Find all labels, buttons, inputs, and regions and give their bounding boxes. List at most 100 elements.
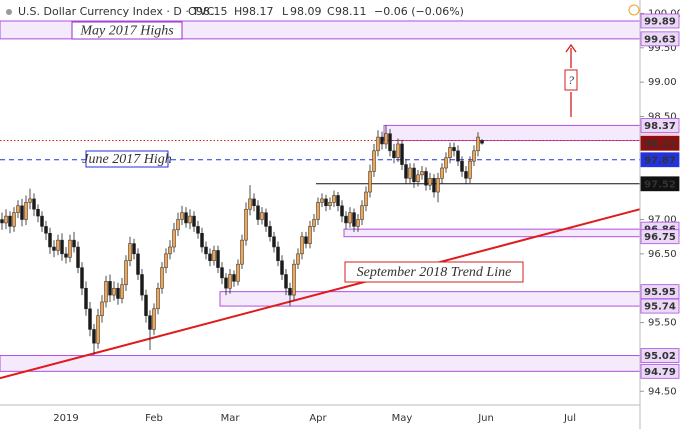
candle-body [196,226,200,234]
price-label: 97.52 [644,179,676,190]
candle-body [152,308,156,330]
candle-body [84,287,88,310]
candle-body [328,202,332,207]
candle-body [24,202,28,220]
candle-body [480,140,484,144]
candle-body [360,205,364,220]
candle-body [212,250,216,261]
price-label: 98.37 [644,121,676,132]
candle-body [48,233,52,248]
candle-body [256,205,260,220]
x-tick-label: Feb [145,413,163,424]
candle-body [4,215,8,224]
candle-body [16,205,20,213]
annotation-box [344,261,524,283]
symbol-title: U.S. Dollar Currency Index · D · TVC [18,5,215,18]
candle-body [384,133,388,145]
candle-body [52,246,56,251]
zone [0,355,641,372]
candle-body [296,253,300,265]
candle-body [388,133,392,152]
y-tick-label: 99.00 [648,77,677,88]
candle-body [284,274,288,289]
candle-body [400,143,404,165]
x-tick-label: Jun [477,413,494,424]
annotation-text: September 2018 Trend Line [357,265,512,280]
candle-body [144,294,148,316]
candle-body [272,236,276,248]
candle-body [436,178,440,193]
candle-body [180,212,184,220]
candle-body [92,329,96,344]
price-label-box [640,118,680,133]
price-label-box [640,176,680,192]
candle-body [96,315,100,344]
ohlc-value: 98.17 [242,5,274,18]
candle-body [40,215,44,227]
candle-body [36,208,40,217]
candle-body [300,236,304,255]
ohlc-value: 98.09 [290,5,322,18]
candle-body [140,274,144,296]
ohlc-letter: C [327,5,335,18]
candle-body [216,250,220,268]
price-label-box [640,348,680,363]
x-tick-label: Jul [563,413,576,424]
candle-body [292,263,296,296]
header: U.S. Dollar Currency Index · D · TVC O 98… [6,4,640,18]
candle-body [424,171,428,186]
candle-body [320,198,324,203]
candle-body [168,246,172,255]
collapse-icon[interactable] [6,9,12,15]
candle-body [440,167,444,179]
candle-body [288,287,292,296]
candle-body [132,243,136,255]
price-label-box [640,152,680,168]
ohlc-value: 98.11 [335,5,367,18]
candle-body [428,178,432,186]
candle-body [28,198,32,203]
annotation-text: ? [568,73,574,87]
candle-body [432,178,436,193]
alert-icon[interactable] [628,4,640,16]
candle-body [44,226,48,234]
candle-body [228,274,232,289]
ohlc-letter: H [234,5,242,18]
candle-body [336,195,340,207]
candle-body [308,226,312,244]
trend-line [0,208,641,380]
candle-body [376,136,380,152]
candle-body [176,219,180,231]
candle-body [112,287,116,296]
candle-body [276,246,280,261]
candle-body [268,226,272,237]
arrow-head [565,43,577,53]
ohlc-value: 98.15 [196,5,228,18]
candle-body [136,253,140,275]
candle-body [220,267,224,279]
candle-body [472,150,476,162]
candle-body [204,246,208,255]
candle-body [56,239,60,251]
candle-body [12,212,16,227]
price-label: 98.11 [644,139,676,150]
candle-body [60,239,64,255]
candle-body [392,150,396,158]
candle-body [332,195,336,203]
y-tick-label: 96.50 [648,249,677,260]
candle-body [172,229,176,248]
x-tick-label: 2019 [53,413,78,424]
candle-body [164,253,168,268]
candle-body [72,239,76,248]
price-label: 97.87 [644,155,676,166]
y-tick-label: 94.50 [648,386,677,397]
candle-body [108,281,112,296]
candle-body [208,253,212,261]
candle-body [304,236,308,244]
candle-body [412,167,416,182]
zone [383,124,641,142]
candle-body [224,277,228,289]
y-tick-label: 99.50 [648,43,677,54]
annotation-text: June 2017 High [82,152,171,167]
candle-body [240,239,244,265]
